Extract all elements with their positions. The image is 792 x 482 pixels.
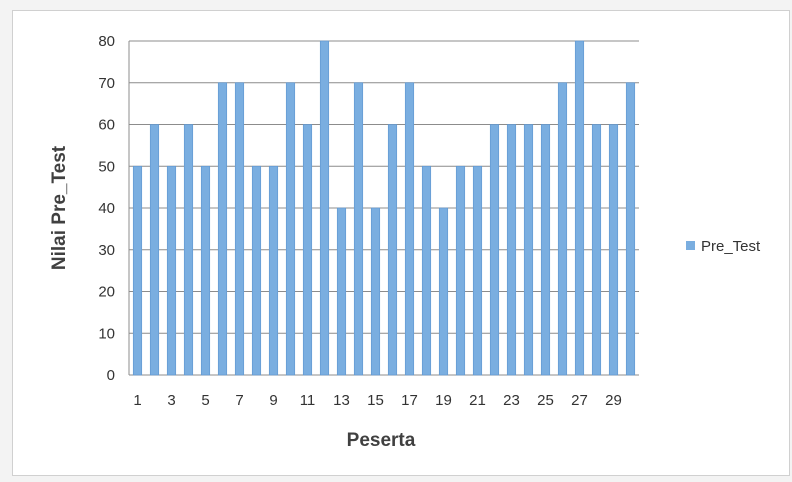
x-tick-label: 19: [435, 392, 452, 409]
x-tick-label: 15: [367, 392, 384, 409]
bar-5: [200, 165, 211, 376]
bar-19: [438, 207, 449, 376]
x-tick-label: 27: [571, 392, 588, 409]
bar-12: [319, 40, 330, 376]
bar-23: [506, 124, 517, 376]
x-tick-label: 1: [133, 392, 141, 409]
x-tick-label: 25: [537, 392, 554, 409]
bar-30: [625, 82, 636, 376]
x-tick-label: 9: [269, 392, 277, 409]
bar-26: [557, 82, 568, 376]
x-tick-label: 13: [333, 392, 350, 409]
legend-label-pre-test: Pre_Test: [701, 238, 761, 255]
x-tick-label: 7: [235, 392, 243, 409]
bar-13: [336, 207, 347, 376]
bar-8: [251, 165, 262, 376]
x-tick-label: 3: [167, 392, 175, 409]
y-tick-label: 50: [98, 158, 115, 175]
bar-3: [166, 165, 177, 376]
x-tick-label: 11: [300, 392, 316, 409]
bar-20: [455, 165, 466, 376]
bar-14: [353, 82, 364, 376]
y-tick-label: 60: [98, 117, 115, 134]
y-tick-label: 70: [98, 75, 115, 92]
bar-27: [574, 40, 585, 376]
bar-22: [489, 124, 500, 376]
bar-25: [540, 124, 551, 376]
bar-2: [149, 124, 160, 376]
bar-21: [472, 165, 483, 376]
bar-1: [132, 165, 143, 376]
x-axis-ticks: 1 3 5 7 9 11 13 15 17 19 21 23 25 27 29: [133, 392, 622, 409]
bar-17: [404, 82, 415, 376]
y-tick-label: 0: [107, 367, 115, 384]
y-tick-label: 40: [98, 200, 115, 217]
bar-9: [268, 165, 279, 376]
bar-4: [183, 124, 194, 376]
bar-15: [370, 207, 381, 376]
bar-24: [523, 124, 534, 376]
legend: Pre_Test: [686, 238, 761, 255]
x-tick-label: 5: [201, 392, 209, 409]
legend-swatch: [686, 241, 695, 250]
bar-28: [591, 124, 602, 376]
y-tick-label: 80: [98, 33, 115, 50]
x-tick-label: 17: [401, 392, 418, 409]
y-axis-ticks: 0 10 20 30 40 50 60 70 80: [98, 33, 115, 384]
x-tick-label: 21: [469, 392, 486, 409]
bar-10: [285, 82, 296, 376]
y-tick-label: 30: [98, 242, 115, 259]
y-tick-label: 20: [98, 284, 115, 301]
bar-16: [387, 124, 398, 376]
chart-frame: 0 10 20 30 40 50 60 70 80 1 3 5 7 9 11 13 15 17 19 21 23 25 2…: [12, 10, 790, 476]
x-tick-label: 29: [605, 392, 622, 409]
bar-6: [217, 82, 228, 376]
bar-11: [302, 124, 313, 376]
bar-7: [234, 82, 245, 376]
x-axis-label: Peserta: [347, 430, 416, 451]
y-tick-label: 10: [98, 325, 115, 342]
gridlines: [128, 40, 639, 376]
bar-29: [608, 124, 619, 376]
bar-18: [421, 165, 432, 376]
bar-series: [132, 40, 636, 376]
x-tick-label: 23: [503, 392, 520, 409]
y-axis-label: Nilai Pre_Test: [49, 145, 70, 270]
